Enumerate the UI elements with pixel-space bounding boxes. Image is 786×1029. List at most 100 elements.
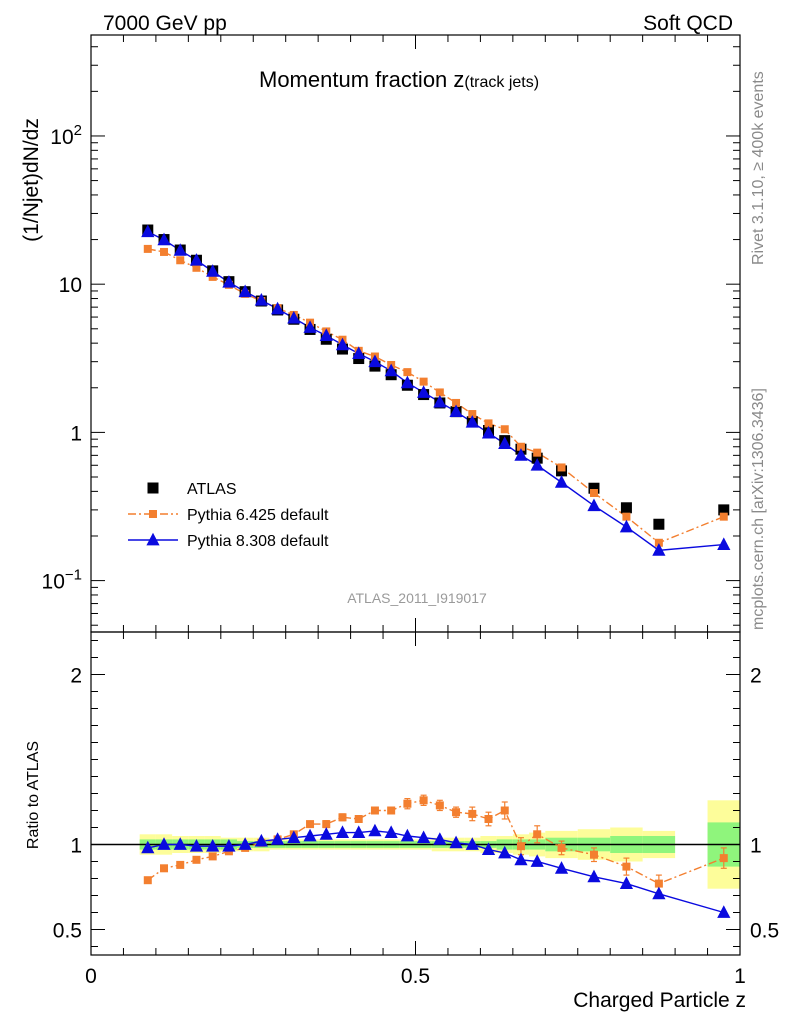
atlas-point — [620, 502, 632, 514]
ratio-pythia6-point — [306, 820, 315, 829]
ratio-pythia8-point — [254, 833, 268, 847]
main-title-sub: (track jets) — [464, 74, 539, 91]
pythia8-point — [384, 363, 398, 377]
pythia6-point — [403, 368, 412, 377]
ratio-pythia8-point — [189, 839, 204, 852]
ratio-pythia8-point — [335, 825, 350, 838]
pythia8-point — [433, 394, 447, 408]
ratio-pythia6-point — [468, 809, 477, 818]
pythia6-point — [468, 410, 477, 419]
ratio-pythia8-point — [141, 840, 155, 854]
pythia8-point — [368, 354, 382, 368]
ratio-pythia6-point — [143, 876, 152, 885]
ratio-y-tick-label: 0.5 — [53, 920, 82, 943]
ratio-pythia8-point — [417, 830, 431, 844]
y-tick-base: 1 — [70, 422, 82, 445]
atlas-point — [588, 482, 600, 494]
pythia8-point — [141, 224, 155, 238]
pythia6-point — [208, 272, 217, 281]
analysis-tag: ATLAS_2011_I919017 — [347, 590, 487, 606]
ratio-pythia8-point — [157, 837, 171, 850]
rivet-label: Rivet 3.1.10, ≥ 400k events — [750, 71, 767, 265]
pythia8-point — [498, 436, 512, 450]
pythia6-point — [589, 488, 598, 497]
ratio-pythia6-point — [192, 855, 201, 864]
pythia8-point — [303, 320, 317, 333]
pythia8-point — [554, 475, 569, 488]
pythia6-line — [147, 248, 725, 544]
pythia8-point — [222, 275, 236, 288]
pythia8-point — [238, 284, 252, 298]
pythia6-point — [452, 398, 461, 407]
y-axis-label: (1/Njet)dN/dz — [20, 118, 43, 242]
legend-marker — [147, 482, 159, 494]
x-tick-label: 0 — [85, 965, 97, 988]
legend-label: Pythia 8.308 default — [187, 533, 329, 550]
ratio-pythia8-point — [222, 839, 236, 852]
ratio-pythia6-point — [435, 801, 444, 810]
legend-marker — [146, 532, 160, 546]
pythia8-point — [173, 243, 187, 256]
ratio-pythia6-point — [338, 813, 347, 822]
pythia6-point — [719, 512, 728, 521]
pythia6-point — [419, 377, 428, 386]
ratio-pythia6-point — [622, 862, 631, 871]
ratio-pythia8-point — [498, 845, 512, 859]
pythia8-point — [465, 415, 479, 428]
y-tick-base: 10 — [59, 274, 82, 297]
ratio-pythia6-point — [176, 860, 185, 869]
ratio-pythia8-point — [384, 825, 398, 838]
pythia6-point — [176, 256, 185, 265]
pythia8-point — [157, 232, 171, 246]
atlas-point — [718, 504, 730, 516]
pythia8-point — [652, 543, 666, 556]
ratio-pythia8-point — [514, 852, 528, 866]
ratio-pythia8-point — [433, 832, 447, 845]
ratio-pythia6-point — [533, 830, 542, 839]
pythia6-point — [622, 512, 631, 521]
pythia8-point — [206, 264, 220, 277]
ratio-pythia6-point — [419, 796, 428, 805]
pythia6-point — [160, 247, 169, 256]
ratio-pythia6-point — [370, 806, 379, 815]
atlas-point — [653, 518, 665, 530]
ratio-pythia8-point — [619, 876, 634, 889]
ratio-pythia8-point — [554, 861, 569, 874]
pythia8-point — [352, 346, 366, 360]
ratio-y-tick-label-right: 2 — [750, 665, 762, 688]
ratio-y-tick-label-right: 0.5 — [750, 920, 779, 943]
ratio-pythia8-point — [368, 823, 382, 837]
ratio-pythia6-point — [354, 815, 363, 823]
pythia6-point — [484, 419, 493, 428]
ratio-pythia8-point — [352, 825, 366, 838]
ratio-pythia6-point — [452, 808, 461, 817]
ratio-pythia8-point — [319, 827, 333, 840]
ratio-pythia8-point — [206, 839, 220, 852]
pythia6-point — [557, 463, 566, 472]
legend-label: ATLAS — [187, 481, 237, 498]
ratio-y-tick-label: 1 — [70, 835, 82, 858]
energy-label: 7000 GeV pp — [103, 12, 227, 35]
y-tick-label: 1 — [70, 422, 82, 445]
x-tick-label: 1 — [734, 965, 746, 988]
ratio-pythia6-point — [719, 854, 728, 863]
ratio-y-tick-label-right: 1 — [750, 835, 762, 858]
main-title-text: Momentum fraction z — [259, 67, 464, 92]
ratio-pythia6-point — [557, 843, 566, 852]
ratio-pythia8-point — [303, 828, 317, 842]
ratio-pythia6-point — [387, 806, 396, 815]
ratio-pythia8-point — [481, 842, 496, 855]
x-axis-label: Charged Particle z — [573, 989, 746, 1012]
legend-marker — [149, 510, 157, 518]
y-tick-base: 10 — [42, 571, 65, 594]
ratio-panel: 0 0.5 10.5 0.51 12 2 — [53, 35, 779, 988]
pythia8-point — [449, 404, 463, 418]
pythia6-point — [533, 448, 542, 457]
y-tick-exponent: 2 — [74, 122, 82, 139]
ratio-pythia6-point — [403, 799, 412, 808]
ratio-pythia6-point — [500, 806, 509, 815]
pythia8-point — [319, 328, 333, 341]
pythia8-point — [619, 519, 634, 533]
